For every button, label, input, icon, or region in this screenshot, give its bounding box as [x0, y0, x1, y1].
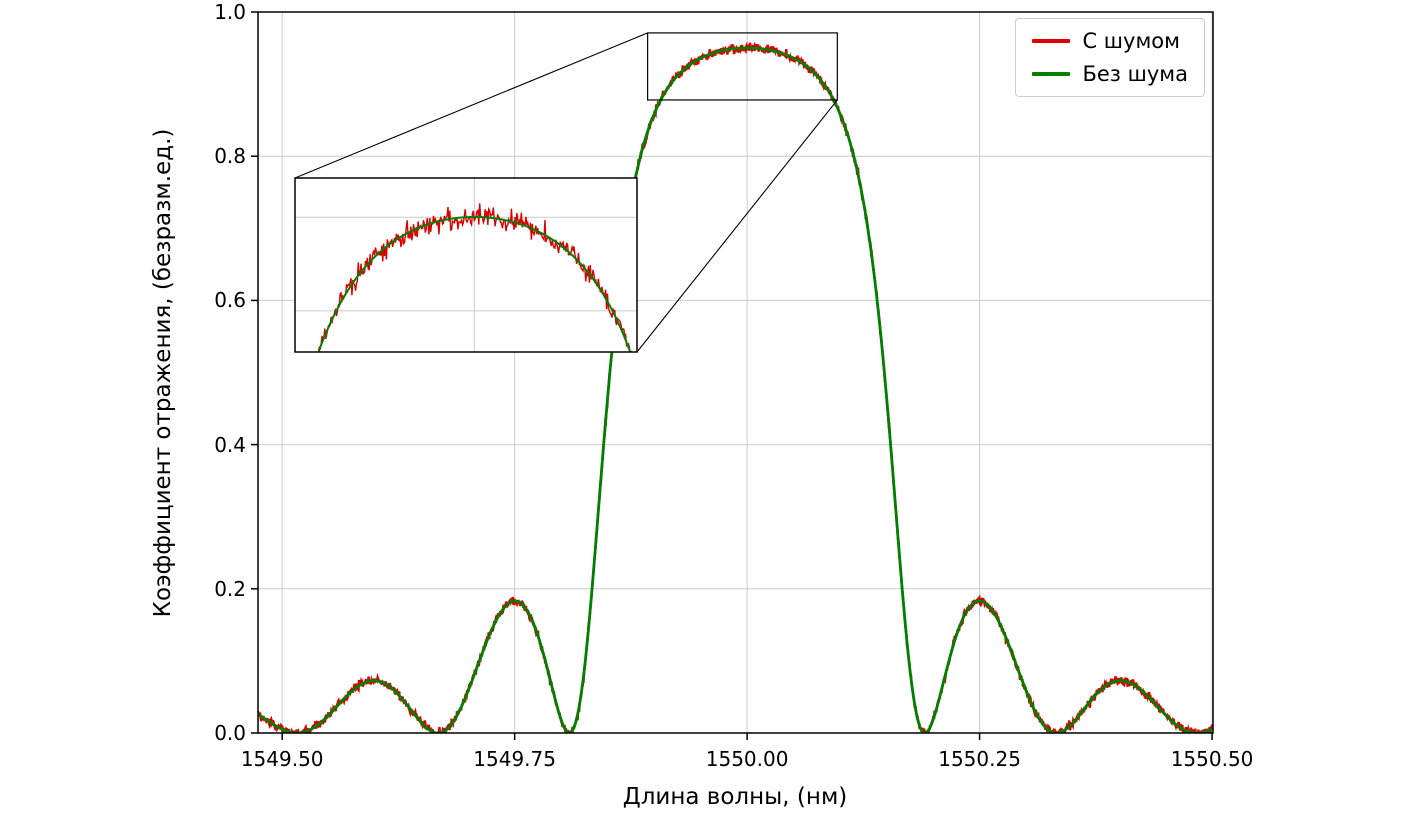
y-tick-label: 0.8 — [214, 144, 246, 169]
x-tick-label: 1550.00 — [705, 747, 789, 771]
inset-curves — [317, 203, 632, 352]
legend: С шумом Без шума — [1015, 18, 1205, 97]
legend-line-sample-clean — [1032, 72, 1071, 76]
y-axis-label: Коэффициент отражения, (безразм.ед.) — [150, 128, 176, 618]
zoom-indicator-rect — [647, 32, 838, 101]
inset-clean-line — [317, 215, 632, 352]
inset-border — [294, 177, 638, 353]
zoom-connector-line-top — [294, 32, 648, 179]
inset-noisy-line — [317, 203, 632, 352]
y-tick-label: 0.0 — [214, 721, 246, 745]
legend-entry-clean: Без шума — [1032, 62, 1188, 86]
x-axis-label: Длина волны, (нм) — [622, 784, 848, 810]
axis-ticks — [251, 11, 1213, 740]
x-tick-label: 1550.25 — [938, 747, 1021, 771]
x-tick-label: 1550.50 — [1170, 747, 1254, 771]
legend-label-clean: Без шума — [1082, 62, 1188, 86]
axes-border — [257, 11, 1214, 734]
inset-background — [295, 178, 637, 352]
grid — [258, 11, 1213, 734]
y-tick-label: 0.6 — [214, 288, 246, 313]
series-clean-line — [258, 46, 1213, 733]
legend-line-sample-noisy — [1032, 39, 1071, 43]
main-curves — [258, 41, 1213, 733]
inset-axes — [294, 177, 638, 353]
x-tick-label: 1549.50 — [240, 747, 324, 771]
y-tick-label: 1.0 — [214, 0, 246, 24]
zoom-connector-line-bottom — [636, 99, 838, 353]
x-tick-label: 1549.75 — [473, 747, 556, 771]
y-tick-label: 0.2 — [214, 576, 246, 601]
series-noisy-line — [258, 41, 1213, 733]
legend-entry-noisy: С шумом — [1032, 29, 1188, 53]
legend-label-noisy: С шумом — [1082, 29, 1180, 53]
y-tick-label: 0.4 — [214, 432, 246, 457]
